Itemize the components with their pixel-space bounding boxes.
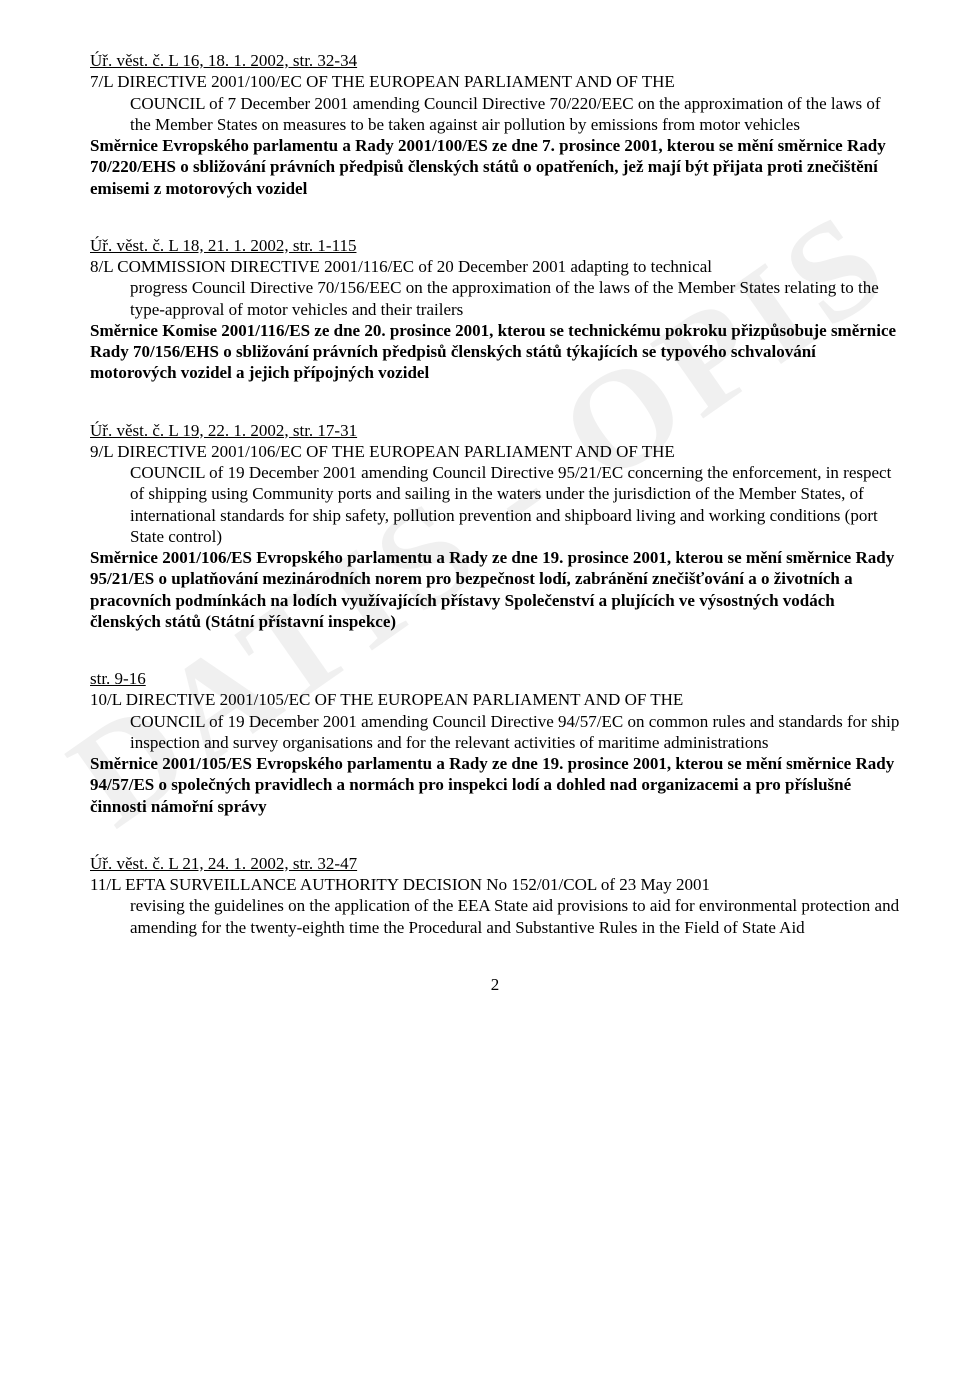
entry-english-title: 8/L COMMISSION DIRECTIVE 2001/116/EC of … — [90, 256, 900, 277]
entry-english-description: COUNCIL of 19 December 2001 amending Cou… — [130, 711, 900, 754]
entry-czech-text: Směrnice Komise 2001/116/ES ze dne 20. p… — [90, 320, 900, 384]
entry: Úř. věst. č. L 18, 21. 1. 2002, str. 1-1… — [90, 235, 900, 384]
entry-english-description: revising the guidelines on the applicati… — [130, 895, 900, 938]
entry-reference: Úř. věst. č. L 21, 24. 1. 2002, str. 32-… — [90, 853, 900, 874]
entry-reference: Úř. věst. č. L 16, 18. 1. 2002, str. 32-… — [90, 50, 900, 71]
entry-english-title: 7/L DIRECTIVE 2001/100/EC OF THE EUROPEA… — [90, 71, 900, 92]
entry-reference: str. 9-16 — [90, 668, 900, 689]
entry-english-title: 11/L EFTA SURVEILLANCE AUTHORITY DECISIO… — [90, 874, 900, 895]
entry-english-description: COUNCIL of 7 December 2001 amending Coun… — [130, 93, 900, 136]
entry: str. 9-16 10/L DIRECTIVE 2001/105/EC OF … — [90, 668, 900, 817]
document-content: Úř. věst. č. L 16, 18. 1. 2002, str. 32-… — [90, 50, 900, 995]
entry-english-description: COUNCIL of 19 December 2001 amending Cou… — [130, 462, 900, 547]
entry: Úř. věst. č. L 19, 22. 1. 2002, str. 17-… — [90, 420, 900, 633]
page-number: 2 — [90, 974, 900, 995]
entry-reference: Úř. věst. č. L 19, 22. 1. 2002, str. 17-… — [90, 420, 900, 441]
entry-english-description: progress Council Directive 70/156/EEC on… — [130, 277, 900, 320]
entry-czech-text: Směrnice 2001/106/ES Evropského parlamen… — [90, 547, 900, 632]
entry-reference: Úř. věst. č. L 18, 21. 1. 2002, str. 1-1… — [90, 235, 900, 256]
entry-english-title: 9/L DIRECTIVE 2001/106/EC OF THE EUROPEA… — [90, 441, 900, 462]
entry: Úř. věst. č. L 21, 24. 1. 2002, str. 32-… — [90, 853, 900, 938]
entry-czech-text: Směrnice 2001/105/ES Evropského parlamen… — [90, 753, 900, 817]
entry-czech-text: Směrnice Evropského parlamentu a Rady 20… — [90, 135, 900, 199]
entry: Úř. věst. č. L 16, 18. 1. 2002, str. 32-… — [90, 50, 900, 199]
entry-english-title: 10/L DIRECTIVE 2001/105/EC OF THE EUROPE… — [90, 689, 900, 710]
